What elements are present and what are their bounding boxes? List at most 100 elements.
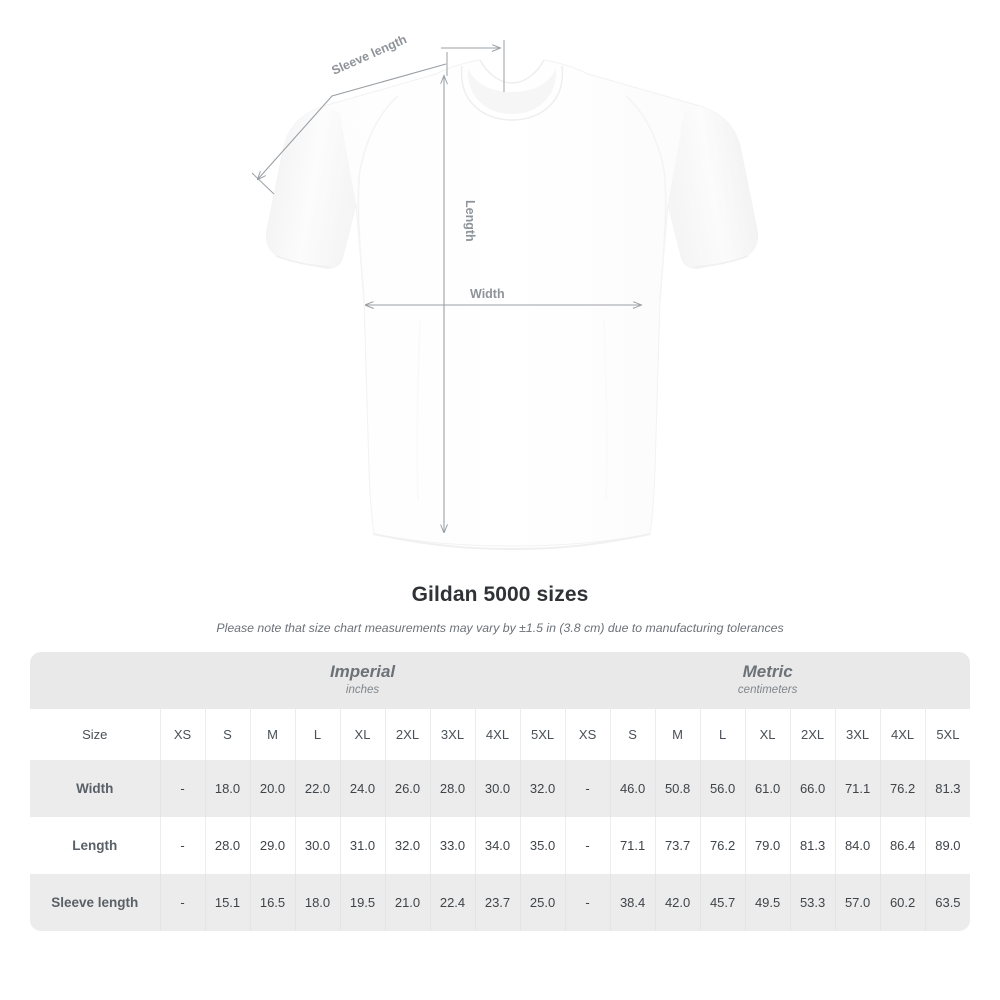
size-column-header: 4XL xyxy=(474,709,520,760)
measurement-value: 42.0 xyxy=(654,874,701,931)
size-column-header: 2XL xyxy=(789,709,836,760)
heading-block: Gildan 5000 sizes Please note that size … xyxy=(0,583,1000,635)
measurement-value: - xyxy=(159,760,205,817)
measurement-value: 20.0 xyxy=(249,760,295,817)
measurement-value: 28.0 xyxy=(204,817,250,874)
measurement-value: 60.2 xyxy=(879,874,926,931)
measurement-value: 22.0 xyxy=(294,760,340,817)
measurement-value: 38.4 xyxy=(609,874,656,931)
size-column-header: 2XL xyxy=(384,709,430,760)
measurement-label: Width xyxy=(30,760,160,817)
sleeve-length-label: Sleeve length xyxy=(330,32,409,78)
unit-group-subtitle: centimeters xyxy=(737,683,798,696)
unit-group-subtitle: inches xyxy=(345,683,380,696)
measurement-value: 33.0 xyxy=(429,817,475,874)
measurement-value: 71.1 xyxy=(609,817,656,874)
measurement-value: 21.0 xyxy=(384,874,430,931)
table-row: Length -28.0 29.0 30.0 31.0 32.0 33.0 34.0 35.0-… xyxy=(30,817,971,874)
measurement-value: 31.0 xyxy=(339,817,385,874)
sleeve-length-guide xyxy=(251,52,448,195)
size-column-header: 3XL xyxy=(834,709,881,760)
size-column-header: XS xyxy=(159,709,205,760)
measurement-value: 63.5 xyxy=(924,874,971,931)
size-chart-table: Imperial inches Metric centimeters Size XS S M L… xyxy=(30,652,971,931)
measurement-value: 30.0 xyxy=(474,760,520,817)
measurement-value: 19.5 xyxy=(339,874,385,931)
measurement-guides xyxy=(251,40,641,532)
measurement-value: - xyxy=(159,874,205,931)
measurement-value: - xyxy=(564,817,611,874)
measurement-value: 35.0 xyxy=(519,817,566,874)
measurement-value: 81.3 xyxy=(789,817,836,874)
page-title: Gildan 5000 sizes xyxy=(411,583,589,606)
measurement-value: 61.0 xyxy=(744,760,791,817)
measurement-value: 79.0 xyxy=(744,817,791,874)
size-column-header: XL xyxy=(744,709,791,760)
unit-header-row: Imperial inches Metric centimeters xyxy=(30,652,971,709)
measurement-value: 45.7 xyxy=(699,874,746,931)
measurement-value: 49.5 xyxy=(744,874,791,931)
size-corner-label: Size xyxy=(30,709,160,760)
length-label: Length xyxy=(463,200,477,242)
measurement-value: 50.8 xyxy=(654,760,701,817)
measurement-value: 23.7 xyxy=(474,874,520,931)
size-column-header: 5XL xyxy=(924,709,971,760)
shoulder-guide xyxy=(441,40,505,92)
size-column-header: M xyxy=(249,709,295,760)
size-chart-table-wrapper: Imperial inches Metric centimeters Size XS S M L… xyxy=(30,652,971,931)
size-header-row: Size XS S M L XL 2XL 3XL 4XL 5XL XS S M L XL 2XL 3XL 4XL 5… xyxy=(30,709,971,760)
unit-group-metric: Metric centimeters xyxy=(565,652,971,709)
size-column-header: XL xyxy=(339,709,385,760)
measurement-value: 76.2 xyxy=(879,760,926,817)
measurement-value: 25.0 xyxy=(519,874,566,931)
measurement-value: 28.0 xyxy=(429,760,475,817)
tolerance-note: Please note that size chart measurements… xyxy=(216,621,784,635)
measurement-value: 86.4 xyxy=(879,817,926,874)
measurement-value: 15.1 xyxy=(204,874,250,931)
measurement-value: 89.0 xyxy=(924,817,971,874)
measurement-value: 73.7 xyxy=(654,817,701,874)
unit-group-imperial: Imperial inches xyxy=(160,652,566,709)
measurement-value: 18.0 xyxy=(204,760,250,817)
size-column-header: S xyxy=(204,709,250,760)
unit-header-spacer xyxy=(30,652,160,709)
measurement-value: 26.0 xyxy=(384,760,430,817)
table-row: Sleeve length -15.1 16.5 18.0 19.5 21.0 22.4 23… xyxy=(30,874,971,931)
measurement-label: Length xyxy=(30,817,160,874)
size-column-header: L xyxy=(294,709,340,760)
size-column-header: L xyxy=(699,709,746,760)
measurement-value: 56.0 xyxy=(699,760,746,817)
measurement-value: 24.0 xyxy=(339,760,385,817)
measurement-value: 84.0 xyxy=(834,817,881,874)
measurement-value: 53.3 xyxy=(789,874,836,931)
measurement-value: 29.0 xyxy=(249,817,295,874)
table-row: Width -18.0 20.0 22.0 24.0 26.0 28.0 30.0 32.0-4… xyxy=(30,760,971,817)
measurement-value: 71.1 xyxy=(834,760,881,817)
measurement-value: 22.4 xyxy=(429,874,475,931)
unit-group-name: Imperial xyxy=(329,662,396,682)
measurement-value: 32.0 xyxy=(384,817,430,874)
measurement-value: 81.3 xyxy=(924,760,971,817)
measurement-value: 66.0 xyxy=(789,760,836,817)
measurement-value: 34.0 xyxy=(474,817,520,874)
size-column-header: XS xyxy=(564,709,611,760)
size-column-header: M xyxy=(654,709,701,760)
measurement-value: - xyxy=(564,760,611,817)
measurement-value: 30.0 xyxy=(294,817,340,874)
size-column-header: S xyxy=(609,709,656,760)
size-column-header: 3XL xyxy=(429,709,475,760)
size-column-header: 5XL xyxy=(519,709,566,760)
measurement-value: 57.0 xyxy=(834,874,881,931)
measurement-value: 76.2 xyxy=(699,817,746,874)
measurement-value: 46.0 xyxy=(609,760,656,817)
size-column-header: 4XL xyxy=(879,709,926,760)
measurement-label: Sleeve length xyxy=(30,874,160,931)
width-label: Width xyxy=(470,287,505,301)
measurement-value: - xyxy=(159,817,205,874)
measurement-value: 32.0 xyxy=(519,760,566,817)
unit-group-name: Metric xyxy=(742,662,793,682)
tshirt-illustration: Sleeve length Length Width xyxy=(251,32,759,551)
measurement-value: - xyxy=(564,874,611,931)
measurement-value: 16.5 xyxy=(249,874,295,931)
measurement-value: 18.0 xyxy=(294,874,340,931)
